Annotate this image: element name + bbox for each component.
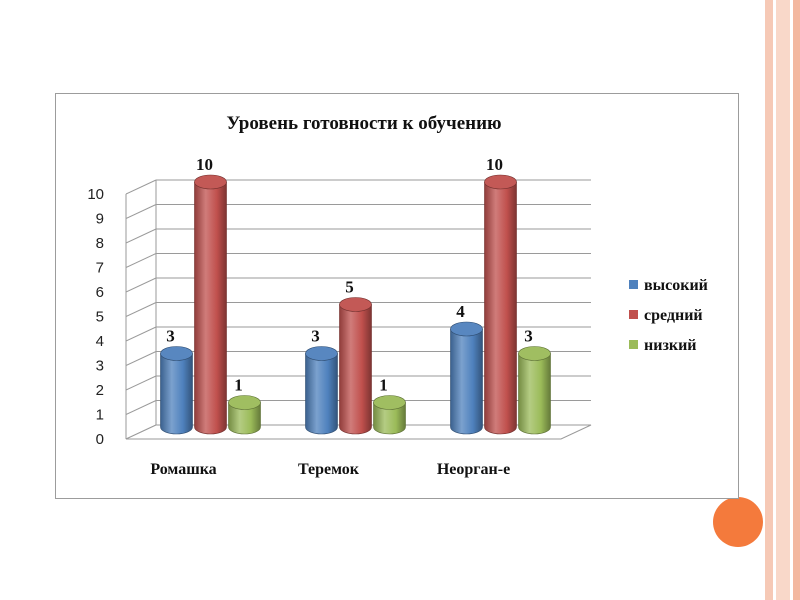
y-tick-label: 4 [96,333,104,350]
legend-swatch [629,340,638,349]
gridline-diagonal [125,326,157,342]
decorative-orange-circle [713,497,763,547]
legend-swatch [629,310,638,319]
gridline-diagonal [125,228,157,244]
data-label: 10 [196,155,213,174]
gridline-diagonal [125,277,157,293]
gridline-diagonal [125,375,157,391]
y-tick-label: 2 [96,382,104,399]
x-category-label: Ромашка [150,461,216,478]
gridline-diagonal [125,253,157,268]
y-tick-label: 9 [96,211,104,228]
gridline-diagonal [125,302,157,317]
bar-top-средний-Теремок [339,297,372,312]
legend-label: средний [644,307,703,324]
y-tick-label: 0 [96,431,104,448]
data-label: 10 [486,155,503,174]
x-axis-categories: Ромашка Теремок Неорган-е [150,461,510,478]
data-label: 5 [345,278,354,297]
decorative-stripe [776,0,790,600]
y-tick-label: 7 [96,260,104,277]
bar-средний-Неорган-е [484,181,517,435]
decorative-stripe [765,0,773,600]
bar-средний-Ромашка [194,181,227,435]
decorative-stripe [793,0,800,600]
data-label: 1 [234,376,243,395]
bar-средний-Теремок [339,304,372,435]
data-label: 3 [311,327,320,346]
bar-высокий-Теремок [305,353,338,435]
bar-top-средний-Ромашка [194,174,227,190]
gridline-diagonal [125,179,157,195]
data-label: 3 [524,327,533,346]
bar-top-высокий-Теремок [305,346,338,361]
data-label: 3 [166,327,175,346]
legend: высокий средний низкий [629,277,708,354]
data-labels: 3 10 1 3 5 1 4 10 3 [166,155,533,395]
y-tick-label: 10 [87,186,104,203]
chart-panel: 0 1 2 3 4 5 6 7 8 9 10 3 10 1 3 5 1 4 10 3 Ромашка Теремок Н… [55,93,739,499]
x-category-label: Теремок [298,461,360,478]
y-tick-label: 5 [96,309,104,326]
x-category-label: Неорган-е [437,461,510,478]
data-label: 4 [456,302,465,321]
gridline-diagonal [125,204,157,219]
bar-низкий-Неорган-е [518,353,551,435]
bar-высокий-Ромашка [160,353,193,435]
bar-top-высокий-Ромашка [160,346,193,361]
bar-низкий-Теремок [373,402,406,435]
bar-chart: 0 1 2 3 4 5 6 7 8 9 10 3 10 1 3 5 1 4 10 3 Ромашка Теремок Н… [87,113,708,478]
bar-top-высокий-Неорган-е [450,321,483,337]
y-tick-label: 1 [96,407,104,424]
y-tick-label: 3 [96,358,104,375]
legend-label: высокий [644,277,708,294]
bar-top-низкий-Ромашка [228,395,261,410]
gridline-diagonal [125,400,157,415]
bar-top-средний-Неорган-е [484,174,517,190]
bars [160,174,551,435]
bar-высокий-Неорган-е [450,328,483,435]
y-tick-label: 8 [96,235,104,252]
data-label: 1 [379,376,388,395]
legend-swatch [629,280,638,289]
legend-label: низкий [644,337,697,354]
gridline-diagonal [125,351,157,366]
bar-top-низкий-Теремок [373,395,406,410]
y-tick-label: 6 [96,284,104,301]
chart-title: Уровень готовности к обучению [226,113,501,134]
bar-top-низкий-Неорган-е [518,346,551,361]
y-axis-ticks: 0 1 2 3 4 5 6 7 8 9 10 [87,186,104,448]
bar-низкий-Ромашка [228,402,261,435]
